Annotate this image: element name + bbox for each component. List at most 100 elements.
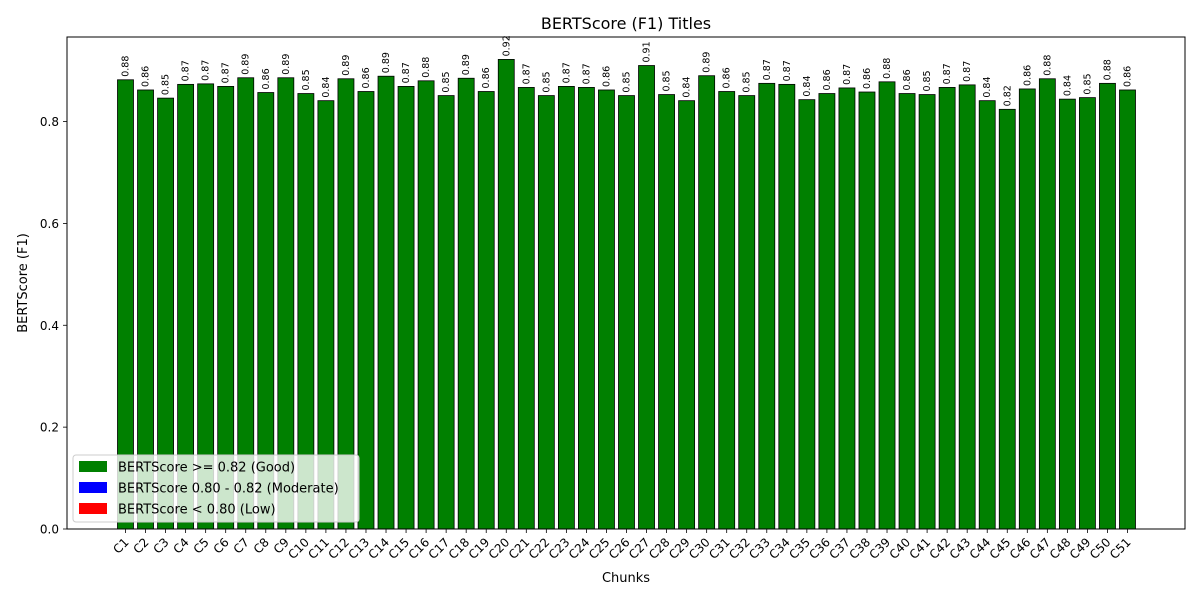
bar-C26 [618,95,635,530]
value-label-C24: 0.87 [581,63,592,84]
y-tick-label: 0.2 [40,421,59,435]
legend-swatch-1 [79,461,107,472]
bar-C37 [838,87,856,530]
value-label-C18: 0.89 [461,54,472,75]
bar-C24 [578,87,595,530]
legend-box [72,454,360,523]
value-label-C17: 0.85 [441,71,452,92]
value-label-C16: 0.88 [421,57,432,78]
value-label-C20: 0.92 [501,35,512,56]
bar-C41 [918,94,936,530]
value-labels-group: 0.88 0.86 0.85 0.87 0.87 0.87 0.89 0.86 0.89 0.85… [121,35,1134,106]
legend: BERTScore >= 0.82 (Good) BERTScore 0.80 -… [72,454,360,523]
value-label-C23: 0.87 [561,62,572,83]
value-label-C19: 0.86 [481,67,492,88]
bar-C47 [1038,78,1056,530]
bar-C27 [638,65,655,530]
value-label-C5: 0.87 [201,60,212,81]
x-tick-label-C3: C3 [150,535,171,556]
value-label-C15: 0.87 [401,62,412,83]
bar-C39 [878,81,896,530]
value-label-C4: 0.87 [181,60,192,81]
value-label-C49: 0.85 [1082,73,1093,94]
value-label-C11: 0.84 [321,77,332,98]
x-axis: C1C2C3C4C5C6C7C8C9C10C11C12C13C14C15C16C… [110,529,1134,562]
bar-C38 [858,91,876,530]
value-label-C8: 0.86 [261,68,272,89]
value-label-C14: 0.89 [381,52,392,73]
y-tick-label: 0.6 [40,217,59,231]
value-label-C38: 0.86 [862,68,873,89]
x-tick-label-C51: C51 [1107,535,1134,562]
bar-C25 [598,89,615,530]
x-tick-label-C1: C1 [110,535,131,556]
value-label-C1: 0.88 [121,56,132,77]
x-tick-label-C7: C7 [231,535,252,556]
y-tick-label: 0.0 [40,523,59,537]
value-label-C40: 0.86 [902,69,913,90]
legend-swatch-2 [79,482,107,493]
value-label-C26: 0.85 [622,71,633,92]
bar-C23 [557,86,575,530]
bar-C18 [457,77,475,530]
value-label-C42: 0.87 [942,63,953,84]
value-label-C45: 0.82 [1002,85,1013,106]
value-label-C25: 0.86 [601,66,612,87]
value-label-C13: 0.86 [361,67,372,88]
legend-swatch-3 [79,503,107,514]
bar-C48 [1058,98,1076,530]
bar-C51 [1119,89,1136,530]
legend-label-3: BERTScore < 0.80 (Low) [118,503,276,518]
bar-C17 [437,95,455,530]
value-label-C33: 0.87 [762,59,773,80]
bar-C50 [1099,82,1116,530]
value-label-C6: 0.87 [221,62,232,83]
value-label-C35: 0.84 [802,75,813,96]
bar-C45 [998,108,1016,530]
bar-C15 [397,86,415,530]
x-tick-label-C5: C5 [191,535,212,556]
value-label-C37: 0.87 [842,64,853,85]
bar-C14 [377,75,395,530]
value-label-C50: 0.88 [1102,59,1113,80]
bar-C29 [678,100,696,530]
value-label-C21: 0.87 [521,63,532,84]
value-label-C30: 0.89 [702,52,713,73]
y-axis: 0.0 0.2 0.4 0.6 0.8 [40,115,67,537]
bar-C36 [818,93,836,530]
value-label-C7: 0.89 [241,54,252,75]
x-tick-label-C6: C6 [211,535,232,556]
value-label-C44: 0.84 [982,77,993,98]
value-label-C2: 0.86 [141,66,152,87]
value-label-C28: 0.85 [662,70,673,91]
y-tick-label: 0.8 [40,115,59,129]
value-label-C3: 0.85 [161,74,172,95]
bar-C20 [497,59,515,530]
value-label-C9: 0.89 [281,54,292,75]
bar-C49 [1079,97,1096,530]
plot-frame [66,36,1186,530]
x-tick-label-C4: C4 [171,535,192,556]
value-label-C29: 0.84 [682,77,693,98]
bar-C13 [357,91,375,530]
bar-C35 [798,99,816,530]
bar-C22 [537,95,555,530]
bar-C16 [417,80,435,530]
bar-C46 [1018,88,1036,530]
bar-C31 [718,91,736,530]
value-label-C47: 0.88 [1042,55,1053,76]
bar-C33 [758,82,776,530]
bar-C30 [698,75,716,530]
legend-label-2: BERTScore 0.80 - 0.82 (Moderate) [118,482,339,497]
bar-C42 [938,87,956,530]
value-label-C48: 0.84 [1062,75,1073,96]
bar-C21 [517,87,535,530]
legend-label-1: BERTScore >= 0.82 (Good) [118,461,295,476]
value-label-C51: 0.86 [1122,66,1133,87]
bar-C43 [958,84,976,530]
chart-title: BERTScore (F1) Titles [541,14,711,33]
value-label-C31: 0.86 [722,67,733,88]
value-label-C41: 0.85 [922,70,933,91]
x-tick-label-C8: C8 [251,535,272,556]
